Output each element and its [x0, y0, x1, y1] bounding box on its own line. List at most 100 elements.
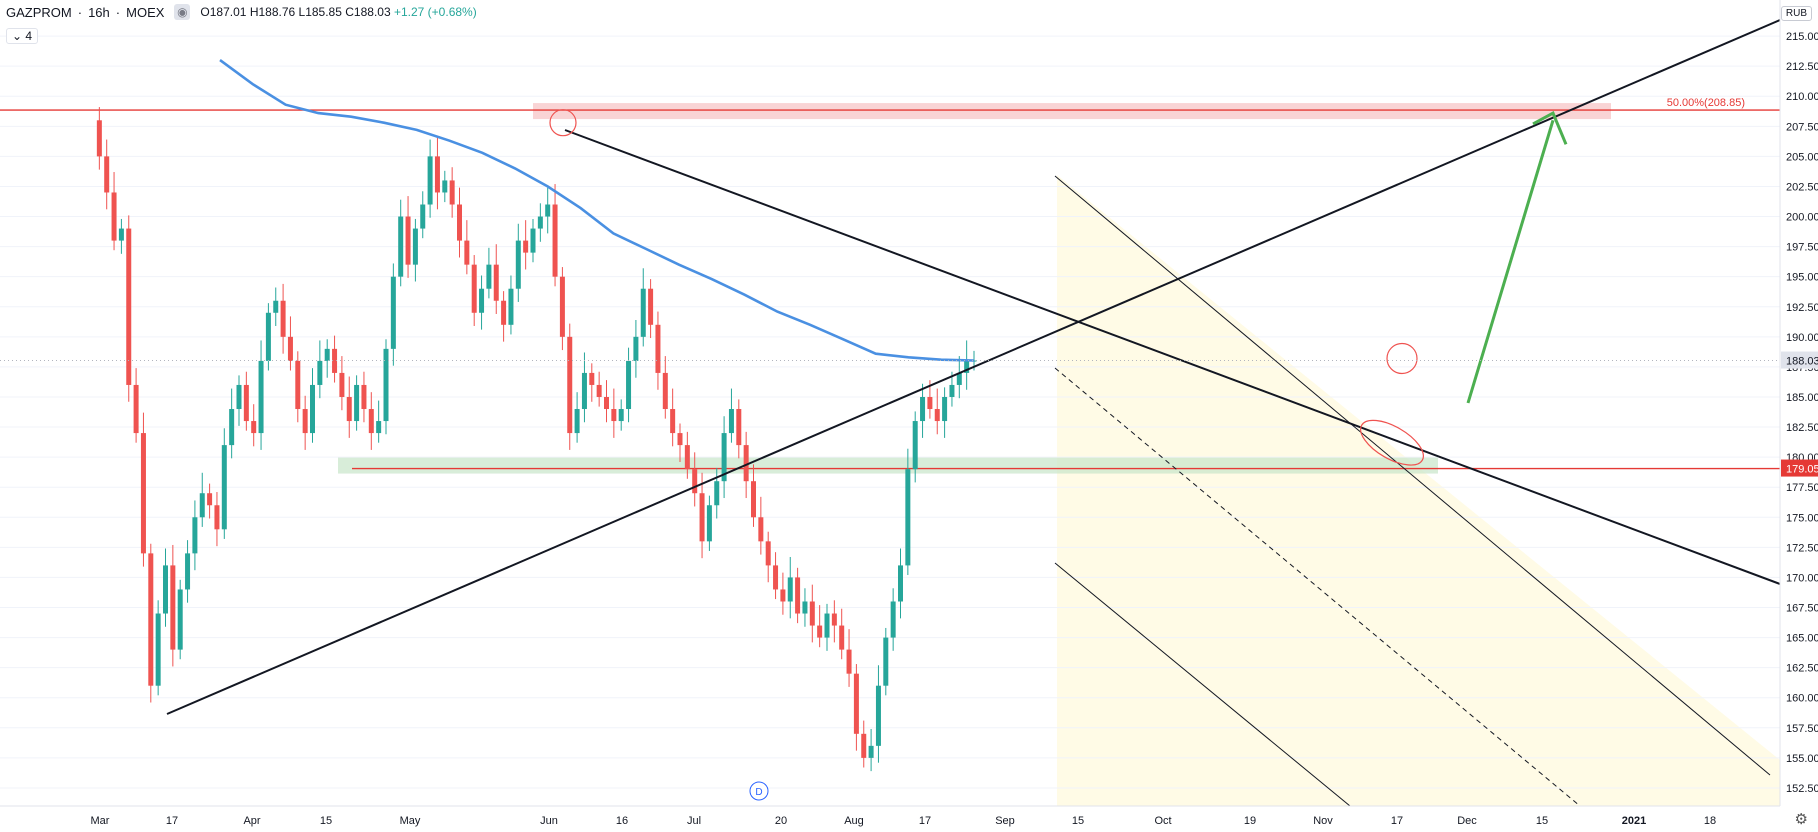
candle-body	[824, 613, 830, 638]
time-tick-label: Apr	[243, 815, 260, 827]
descending-trendline	[564, 129, 1781, 585]
price-tick-label: 170.00	[1786, 572, 1818, 584]
price-tick-label: 165.00	[1786, 633, 1818, 645]
candle-body	[339, 372, 345, 397]
candle-body	[523, 240, 529, 253]
time-tick-label: Aug	[844, 815, 864, 827]
candle-body	[427, 156, 433, 205]
candle-body	[258, 360, 264, 434]
high-value: H188.76	[249, 5, 296, 19]
candle-body	[302, 409, 308, 434]
candle-body	[875, 685, 881, 746]
candle-body	[604, 396, 609, 410]
candle-body	[905, 469, 911, 566]
candle-body	[501, 300, 507, 325]
candle-body	[368, 409, 374, 434]
candle-body	[170, 565, 176, 650]
trendlines-layer	[166, 19, 1781, 807]
candle-body	[949, 384, 955, 397]
candle-body	[861, 733, 867, 758]
time-tick-label: Sep	[995, 815, 1015, 827]
time-tick-label: Dec	[1457, 815, 1477, 827]
channel-fill	[1057, 175, 1780, 806]
ascending-trendline	[166, 19, 1781, 715]
gear-icon[interactable]: ⚙	[1794, 811, 1808, 828]
low-value: L185.85	[298, 5, 342, 19]
candle-body	[670, 409, 676, 434]
candle-body	[486, 264, 492, 289]
candle-body	[964, 360, 970, 373]
candle-body	[265, 312, 271, 361]
channel-upper-line	[1054, 175, 1771, 776]
candle-body	[148, 553, 154, 686]
candle-body	[155, 613, 161, 686]
candle-body	[559, 276, 565, 337]
candle-body	[890, 601, 896, 638]
candle-body	[728, 409, 734, 434]
candle-body	[449, 180, 455, 205]
candle-body	[390, 276, 396, 349]
candle-body	[280, 300, 286, 337]
price-axis[interactable]: 152.50 155.00 157.50 160.00 162.50 165.00 167.…	[0, 0, 1818, 806]
candle-body	[457, 204, 462, 241]
candle-body	[545, 204, 551, 217]
candle-body	[537, 216, 543, 229]
candle-body	[199, 493, 205, 518]
candle-body	[273, 300, 279, 313]
target-arrow	[1466, 119, 1555, 404]
moving-average-layer	[219, 59, 975, 362]
candle-body	[633, 336, 639, 361]
candle-body	[434, 156, 440, 193]
resistance-zone	[533, 103, 1611, 120]
time-tick-label: Jul	[687, 815, 701, 827]
candle-body	[412, 228, 418, 265]
candle-body	[589, 372, 595, 385]
candle-body	[251, 421, 257, 434]
candle-body	[751, 481, 756, 518]
candle-body	[552, 204, 558, 277]
indicators-toggle[interactable]: ⌄ 4	[6, 28, 39, 44]
price-tick-label: 182.50	[1786, 422, 1818, 434]
candle-body	[662, 372, 668, 410]
candle-body	[295, 360, 301, 410]
price-tick-label: 155.00	[1786, 753, 1818, 765]
candle-body	[515, 240, 521, 289]
candle-body	[207, 493, 213, 506]
channel-mid-line	[1054, 367, 1581, 807]
candle-body	[221, 445, 227, 530]
channel-lower-line	[1054, 562, 1351, 807]
support-price-tag: 179.05	[1786, 464, 1818, 476]
interval-label[interactable]: 16h	[88, 4, 110, 20]
price-tick-label: 167.50	[1786, 603, 1818, 615]
symbol-name[interactable]: GAZPROM	[6, 4, 72, 20]
candle-body	[721, 433, 727, 482]
candle-body	[787, 577, 793, 602]
price-tick-label: 172.50	[1786, 542, 1818, 554]
time-axis[interactable]: Mar 17 Apr 15 May Jun 16 Jul 20 Aug 17 Sep 15 Oct 19 No…	[0, 805, 1780, 827]
time-tick-label: 20	[775, 815, 787, 827]
candle-body	[383, 348, 389, 422]
candle-body	[618, 409, 624, 422]
visibility-icon[interactable]: ◉	[174, 4, 191, 20]
price-tick-label: 157.50	[1786, 723, 1818, 735]
indicators-count: 4	[25, 29, 33, 43]
candle-body	[611, 409, 617, 422]
zones-layer: 50.00%(208.85)	[0, 97, 1780, 474]
candle-body	[942, 396, 948, 422]
moving-average-line	[219, 59, 975, 362]
candle-body	[96, 120, 102, 157]
price-tick-label: 190.00	[1786, 332, 1818, 344]
currency-badge[interactable]: RUB	[1780, 6, 1812, 21]
candle-body	[140, 433, 146, 554]
candle-body	[118, 228, 124, 241]
candle-body	[699, 493, 705, 542]
price-tick-label: 192.50	[1786, 302, 1818, 314]
candle-body	[736, 409, 742, 446]
candle-body	[185, 553, 191, 590]
time-tick-label: 16	[616, 815, 628, 827]
price-tick-label: 215.00	[1786, 31, 1818, 43]
candle-body	[111, 192, 117, 241]
candle-body	[163, 565, 168, 614]
candle-body	[479, 288, 485, 313]
